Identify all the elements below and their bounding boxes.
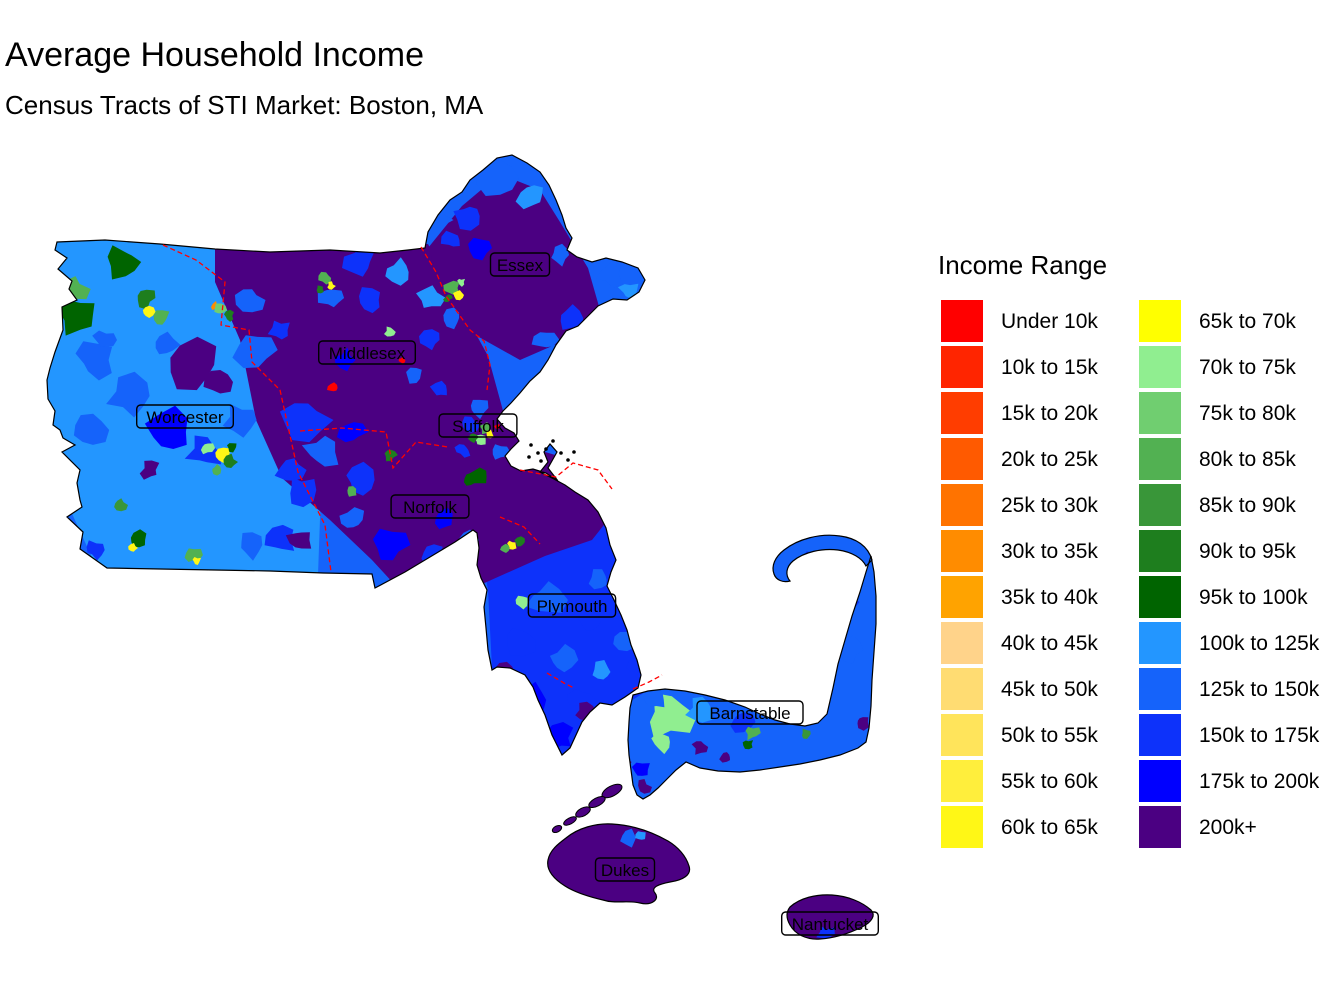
county-label: Norfolk bbox=[390, 494, 470, 519]
county-label: Dukes bbox=[594, 857, 656, 882]
county-label: Plymouth bbox=[527, 593, 617, 618]
svg-text:Middlesex: Middlesex bbox=[329, 344, 406, 363]
svg-text:Essex: Essex bbox=[497, 256, 544, 275]
county-label: Nantucket bbox=[781, 911, 880, 936]
page-title: Average Household Income bbox=[5, 36, 424, 74]
svg-text:Nantucket: Nantucket bbox=[792, 915, 869, 934]
svg-text:Suffolk: Suffolk bbox=[452, 417, 504, 436]
county-label: Essex bbox=[489, 252, 551, 277]
county-label: Worcester bbox=[135, 404, 234, 429]
svg-text:Plymouth: Plymouth bbox=[537, 597, 608, 616]
page-subtitle: Census Tracts of STI Market: Boston, MA bbox=[5, 90, 484, 120]
svg-text:Dukes: Dukes bbox=[601, 861, 649, 880]
county-label: Suffolk bbox=[438, 413, 518, 438]
svg-text:Worcester: Worcester bbox=[146, 408, 223, 427]
county-label: Middlesex bbox=[318, 340, 417, 365]
county-label: Barnstable bbox=[696, 700, 804, 725]
svg-text:Barnstable: Barnstable bbox=[709, 704, 790, 723]
tract-fills bbox=[47, 155, 876, 940]
svg-text:Norfolk: Norfolk bbox=[403, 498, 457, 517]
map-outlines bbox=[46, 154, 877, 940]
